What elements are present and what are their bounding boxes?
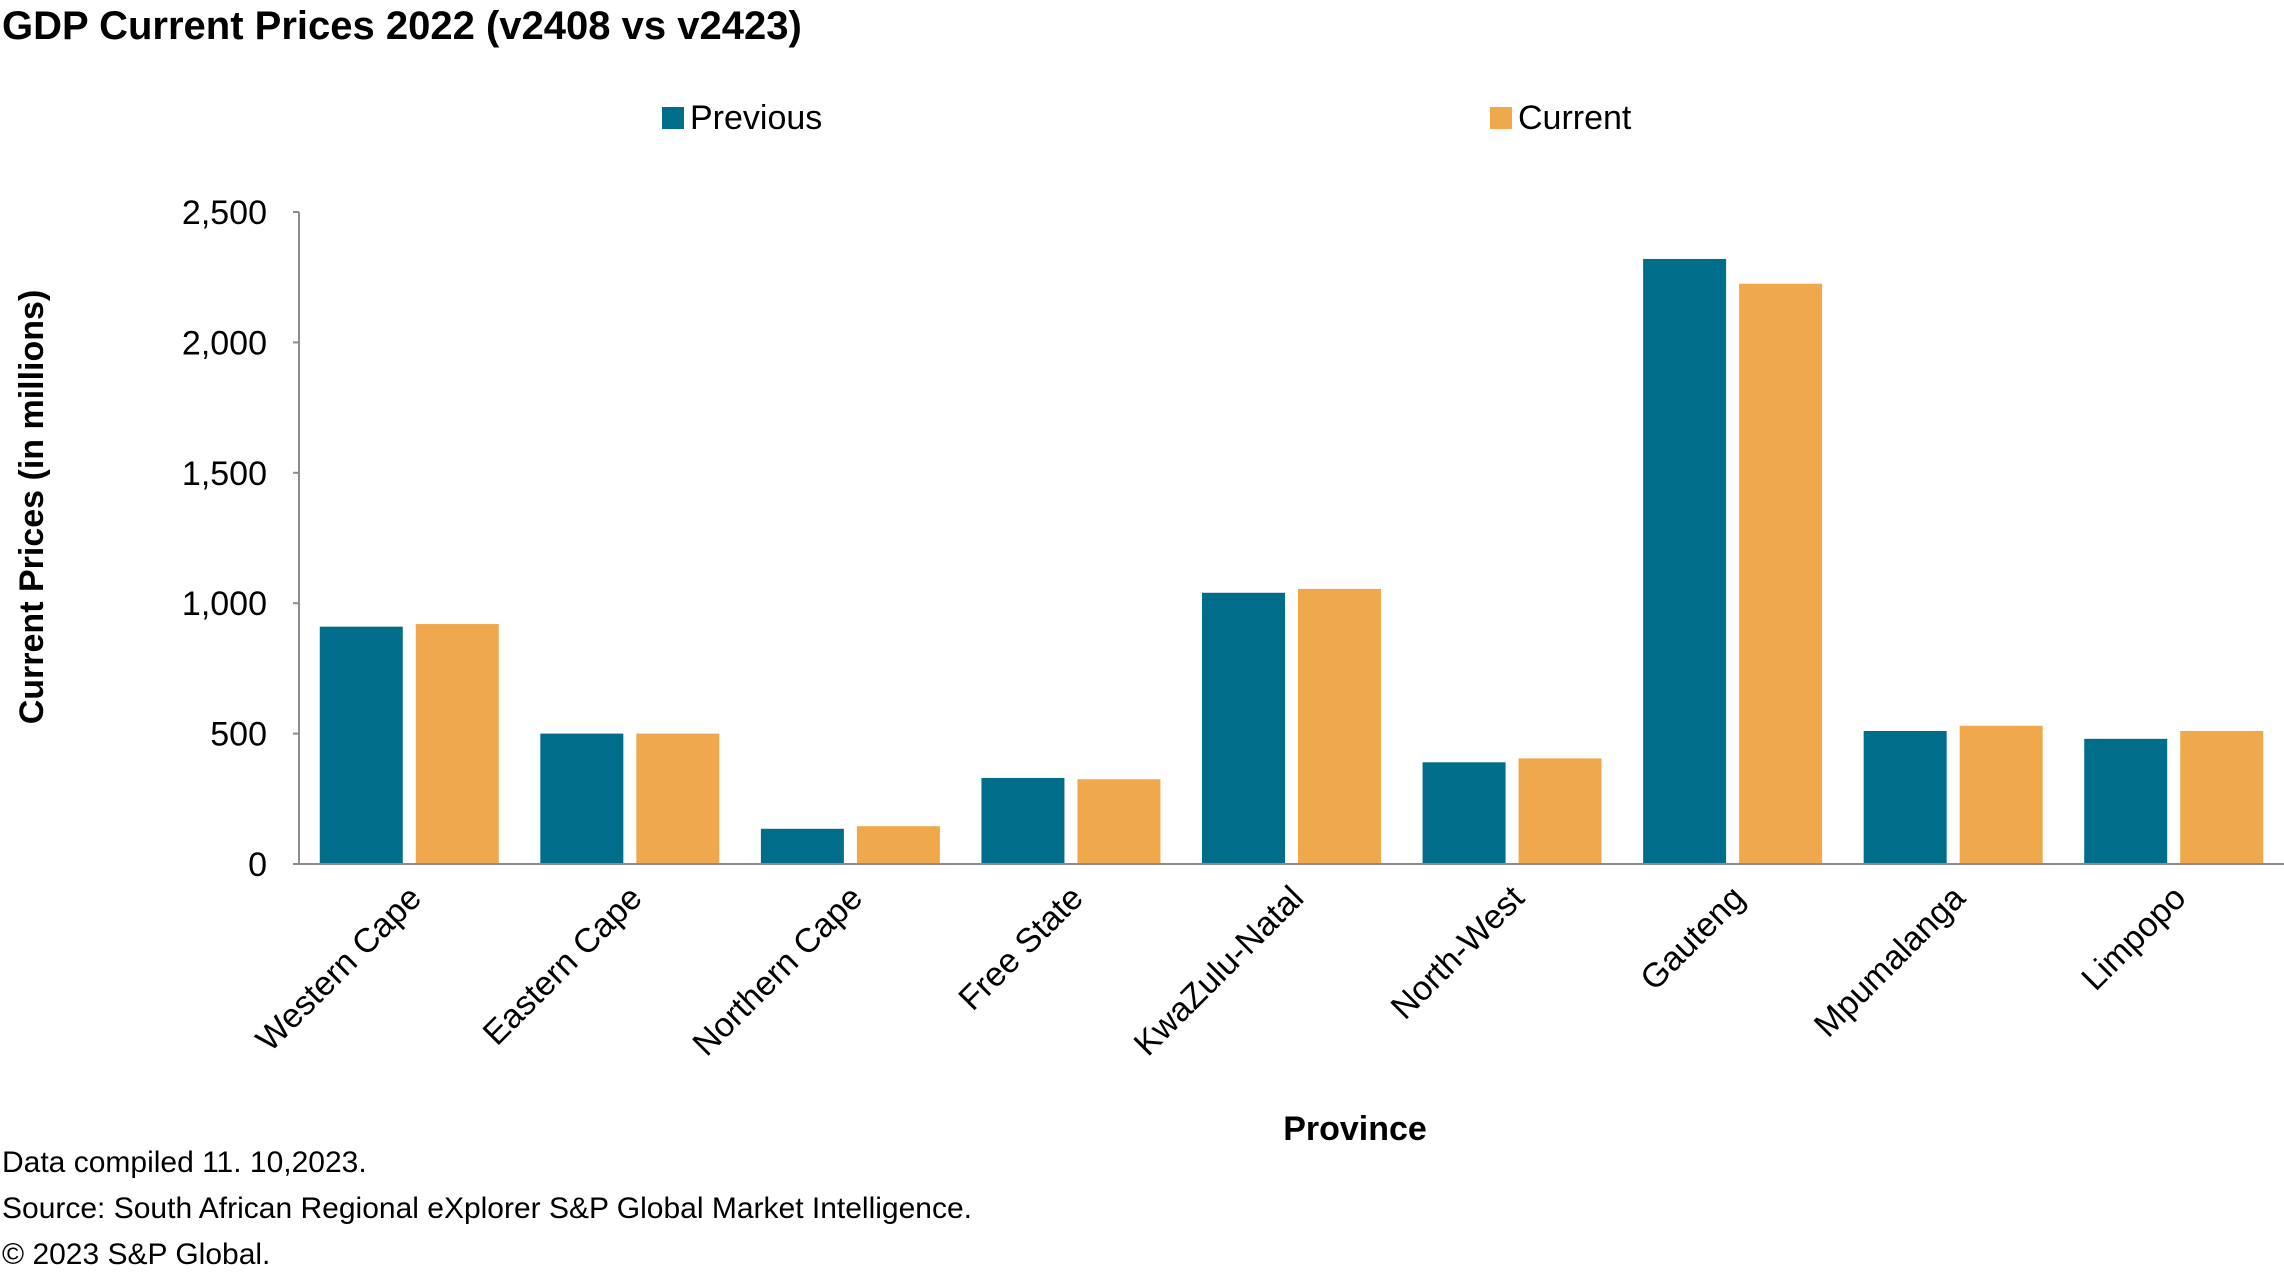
x-tick-label: KwaZulu-Natal <box>1127 879 1312 1064</box>
bar-previous-mpumalanga <box>1863 730 1947 864</box>
y-tick-label: 1,000 <box>182 585 267 623</box>
bar-previous-free-state <box>981 777 1065 864</box>
x-tick-label: Mpumalanga <box>1807 879 1973 1045</box>
footnote-data-compiled: Data compiled 11. 10,2023. <box>2 1146 367 1179</box>
footnote-source: Source: South African Regional eXplorer … <box>2 1192 972 1225</box>
bar-current-limpopo <box>2180 730 2264 864</box>
bar-current-northern-cape <box>856 826 940 864</box>
bar-current-free-state <box>1077 779 1161 864</box>
footnotes: Data compiled 11. 10,2023. Source: South… <box>2 1140 972 1278</box>
legend-item-previous: Previous <box>662 98 822 138</box>
legend-label-current: Current <box>1518 98 1632 137</box>
y-tick-label: 2,500 <box>182 194 267 232</box>
y-axis: 0 500 1,000 1,500 2,000 2,500 <box>182 194 300 884</box>
bar-previous-north-west <box>1422 762 1506 864</box>
bar-current-north-west <box>1518 758 1602 864</box>
x-tick-label: Northern Cape <box>685 879 870 1064</box>
bar-previous-kwazulu-natal <box>1202 592 1285 864</box>
y-tick-label: 0 <box>248 846 267 884</box>
bar-current-gauteng <box>1739 283 1823 865</box>
legend-item-current: Current <box>1490 98 1631 138</box>
x-axis: Western Cape Eastern Cape Northern Cape Fre… <box>249 863 2284 1064</box>
x-tick-label: Eastern Cape <box>476 879 650 1053</box>
y-tick-label: 500 <box>210 716 267 754</box>
legend-swatch-previous <box>662 107 684 129</box>
y-axis-label: Current Prices (in millions) <box>13 289 51 725</box>
bar-current-eastern-cape <box>636 733 720 864</box>
x-tick-label: Gauteng <box>1633 879 1752 998</box>
legend-swatch-current <box>1490 107 1512 129</box>
bar-previous-northern-cape <box>760 828 844 864</box>
bar-current-kwazulu-natal <box>1298 588 1381 864</box>
bar-current-western-cape <box>415 624 499 864</box>
bars <box>319 258 2264 865</box>
bar-previous-eastern-cape <box>540 733 624 864</box>
bar-previous-gauteng <box>1643 258 1727 865</box>
bar-previous-western-cape <box>319 626 403 864</box>
x-tick-label: Limpopo <box>2074 879 2193 998</box>
x-axis-label: Province <box>1283 1110 1427 1148</box>
x-tick-label: Free State <box>951 879 1090 1018</box>
legend-label-previous: Previous <box>690 98 823 137</box>
x-tick-label: Western Cape <box>249 879 429 1059</box>
chart-title: GDP Current Prices 2022 (v2408 vs v2423) <box>2 4 802 48</box>
bar-previous-limpopo <box>2084 738 2168 864</box>
footnote-copyright: © 2023 S&P Global. <box>2 1238 271 1271</box>
y-tick-label: 1,500 <box>182 455 267 493</box>
x-tick-label: North-West <box>1384 878 1532 1026</box>
bar-current-mpumalanga <box>1959 725 2043 864</box>
y-tick-label: 2,000 <box>182 324 267 362</box>
